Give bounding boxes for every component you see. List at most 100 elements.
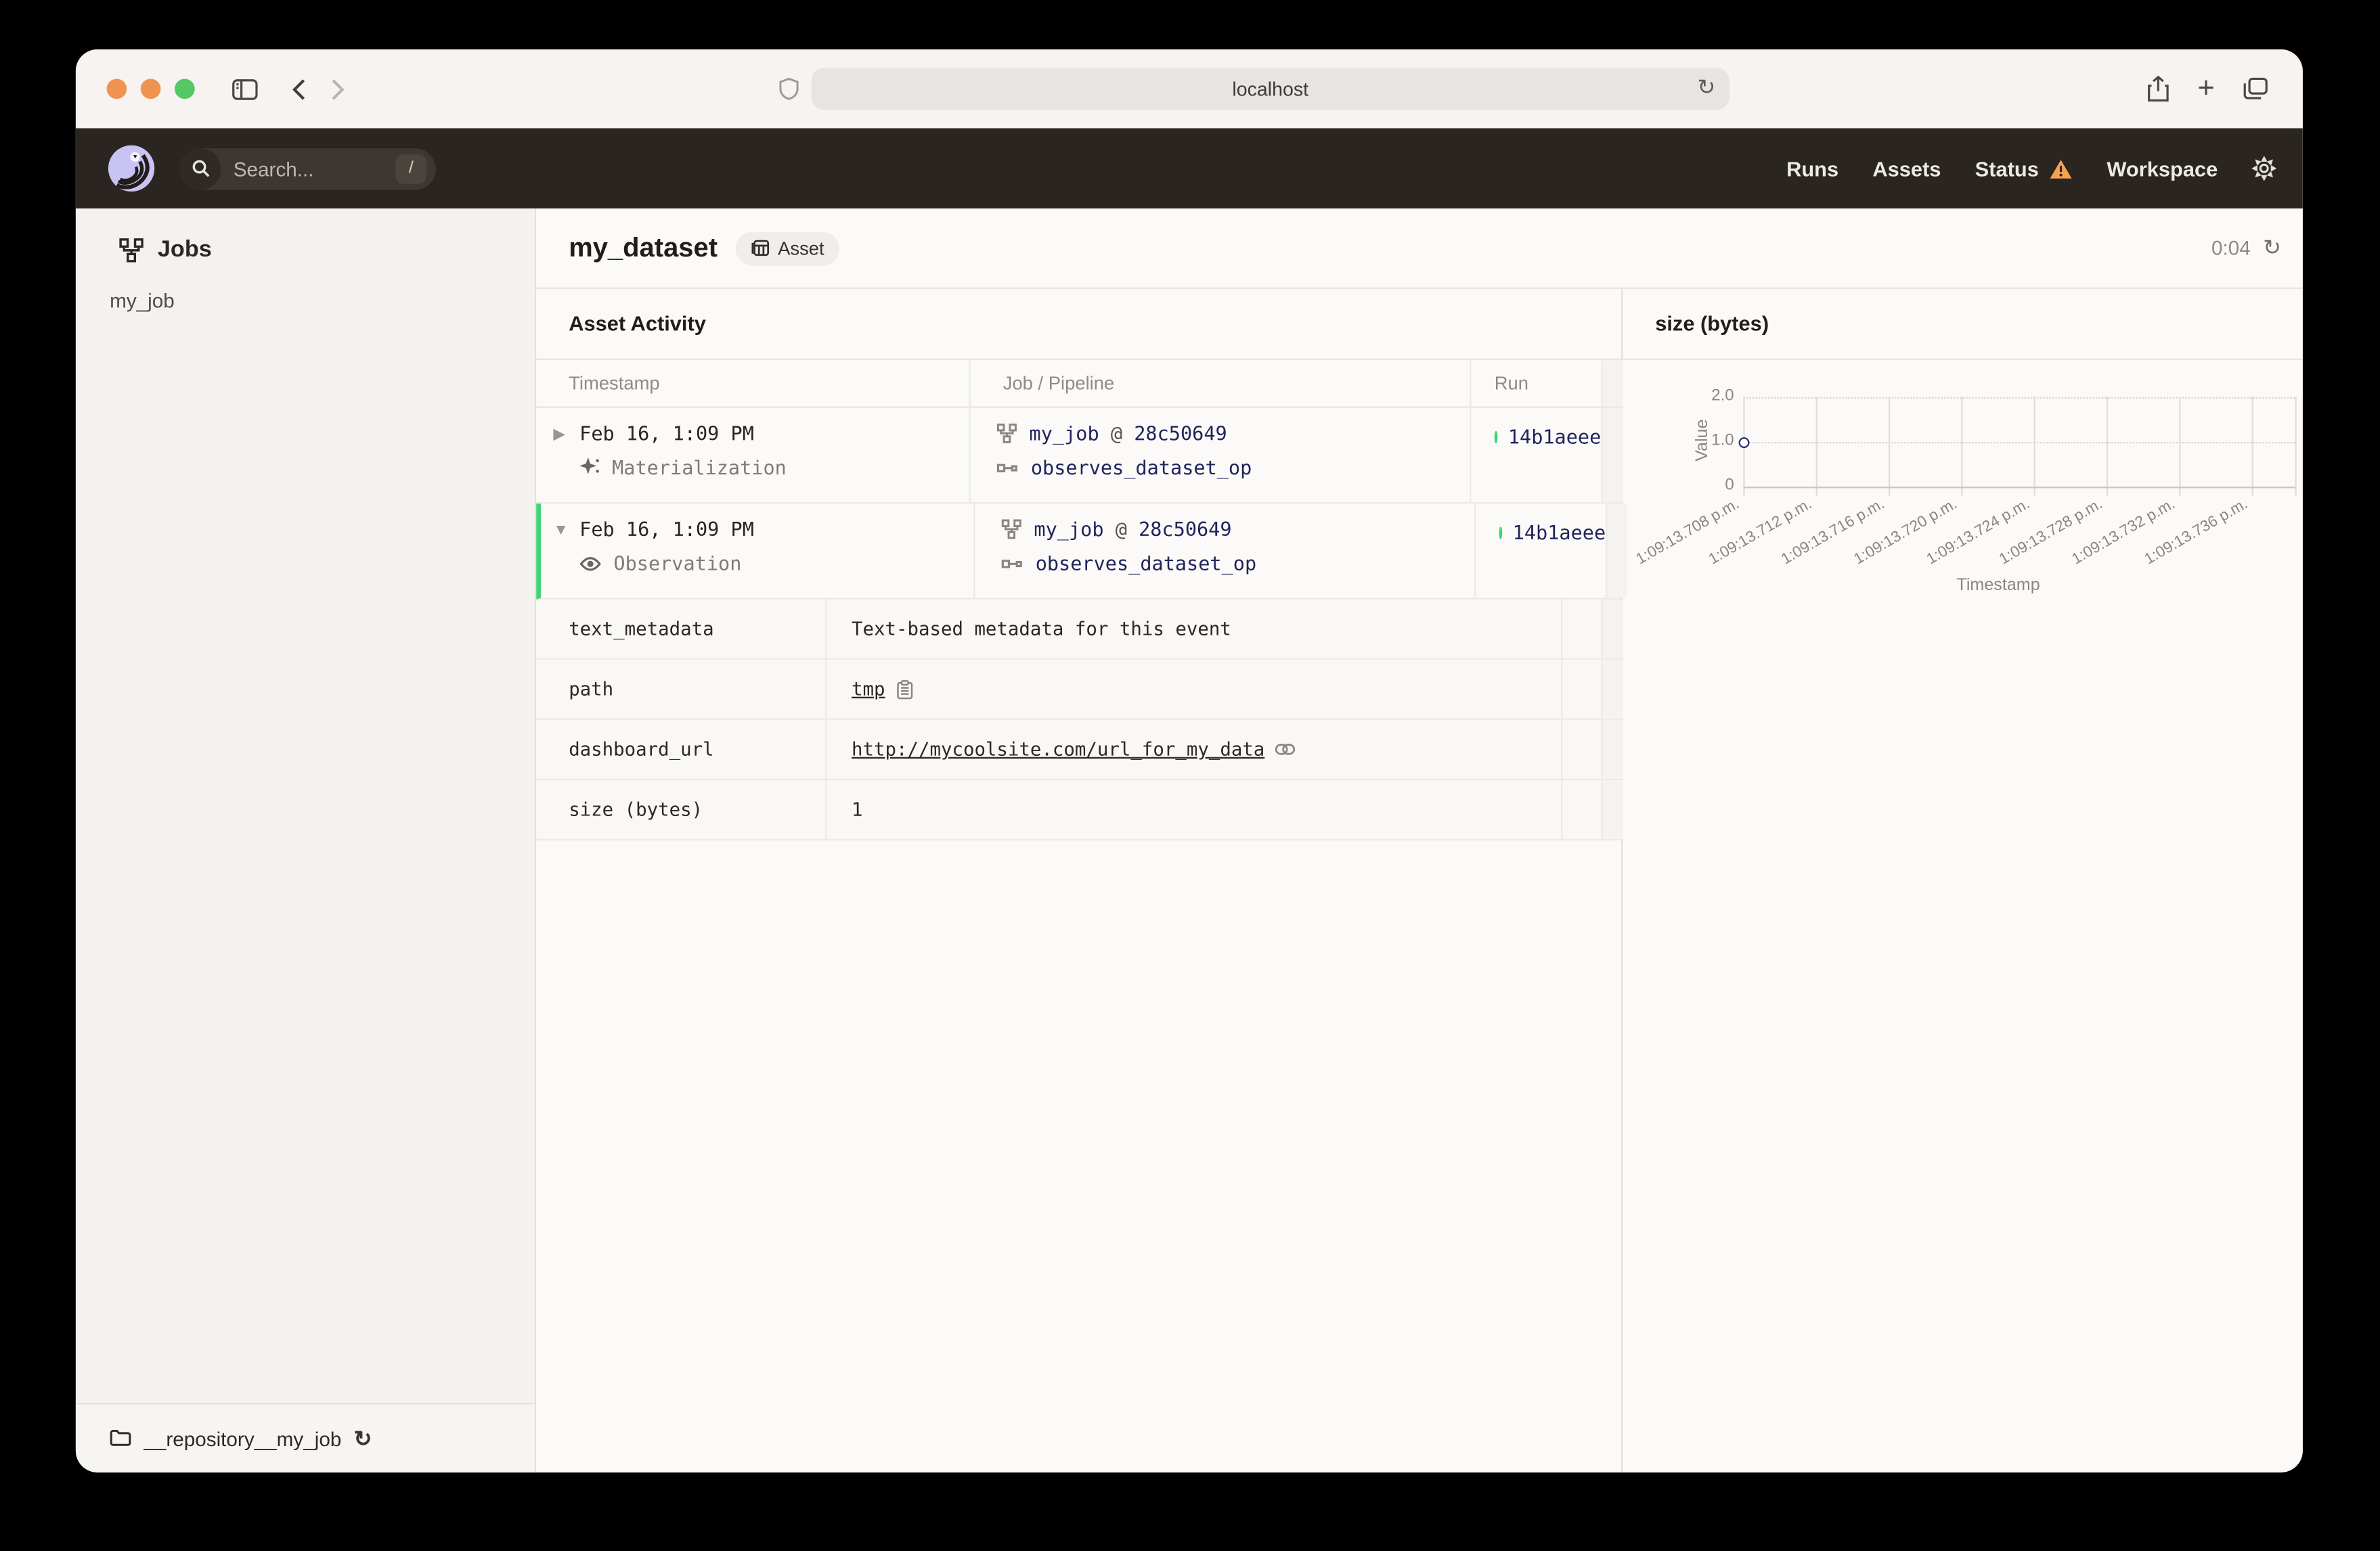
job-graph-icon	[1001, 519, 1021, 539]
activity-title: Asset Activity	[569, 312, 706, 336]
browser-nav-arrows	[292, 78, 345, 99]
jobs-graph-icon	[119, 238, 144, 262]
external-link-icon	[1275, 744, 1296, 755]
run-status-dot	[1499, 526, 1502, 539]
refresh-countdown: 0:04	[2211, 236, 2251, 260]
x-axis-label: Timestamp	[1956, 576, 2040, 595]
sidebar-item-my-job[interactable]: my_job	[110, 288, 175, 313]
metadata-row-size-bytes: size (bytes) 1	[536, 780, 1623, 841]
data-point[interactable]	[1738, 436, 1749, 447]
forward-button[interactable]	[331, 78, 345, 99]
event-row-materialization[interactable]: ▶ Feb 16, 1:09 PM Materialization	[536, 407, 1623, 504]
gridline	[2033, 397, 2035, 496]
url-text: localhost	[1232, 78, 1309, 100]
asset-activity-pane: Asset Activity Timestamp Job / Pipeline …	[536, 288, 1628, 1473]
folder-icon	[110, 1429, 131, 1446]
chart-title: size (bytes)	[1655, 312, 1769, 336]
metadata-value: 1	[851, 799, 863, 821]
app-content: Jobs my_job __repository__my_job ↻ my_da…	[75, 208, 2303, 1473]
search-shortcut-badge: /	[395, 154, 427, 183]
gridline	[2106, 397, 2109, 496]
event-timestamp: Feb 16, 1:09 PM	[579, 422, 754, 445]
activity-table-header: Timestamp Job / Pipeline Run	[536, 359, 1623, 408]
event-timestamp: Feb 16, 1:09 PM	[579, 517, 754, 541]
gridline	[1743, 441, 2295, 444]
minimize-window-button[interactable]	[140, 78, 161, 99]
expand-caret-icon[interactable]: ▶	[553, 426, 565, 444]
column-header-timestamp: Timestamp	[536, 359, 971, 407]
run-id-link[interactable]: 14b1aeee	[1507, 424, 1602, 449]
refresh-icon[interactable]: ↻	[2263, 235, 2281, 260]
nav-item-workspace[interactable]: Workspace	[2107, 156, 2218, 180]
job-link[interactable]: my_job @ 28c50649	[1029, 422, 1227, 445]
app-header: Search... / Runs Assets Status Workspace	[75, 128, 2303, 209]
browser-chrome: localhost ↻ +	[75, 49, 2303, 129]
metadata-key: path	[569, 678, 614, 700]
search-icon	[179, 148, 221, 189]
settings-gear-icon[interactable]	[2251, 156, 2277, 181]
gridline	[1743, 397, 2295, 399]
sidebar-section-header: Jobs	[76, 208, 535, 263]
observation-eye-icon	[579, 556, 601, 570]
window-controls	[106, 78, 195, 99]
close-window-button[interactable]	[106, 78, 127, 99]
x-tick: 1:09:13.736 p.m.	[2142, 495, 2251, 569]
run-id-link[interactable]: 14b1aeee	[1512, 520, 1606, 544]
job-graph-icon	[996, 423, 1017, 443]
gridline	[2179, 397, 2181, 496]
asset-table-icon	[752, 239, 770, 255]
dashboard-url-link[interactable]: http://mycoolsite.com/url_for_my_data	[851, 738, 1265, 761]
back-button[interactable]	[292, 78, 307, 99]
global-search-input[interactable]: Search... /	[179, 148, 436, 189]
copy-clipboard-icon[interactable]	[896, 679, 912, 699]
materialization-icon	[579, 457, 599, 474]
op-icon	[996, 463, 1017, 472]
asset-type-badge: Asset	[736, 231, 840, 265]
nav-item-runs[interactable]: Runs	[1786, 156, 1839, 180]
page-refresh-icon[interactable]: ↻	[1697, 74, 1716, 99]
path-value-link[interactable]: tmp	[851, 678, 885, 700]
asset-badge-label: Asset	[778, 237, 824, 259]
metadata-row-path: path tmp	[536, 659, 1623, 720]
new-tab-button[interactable]: +	[2197, 72, 2215, 106]
column-header-run: Run	[1472, 359, 1603, 407]
address-bar[interactable]: localhost ↻	[811, 68, 1729, 110]
x-tick: 1:09:13.716 p.m.	[1778, 495, 1888, 569]
nav-item-assets[interactable]: Assets	[1872, 156, 1941, 180]
y-tick: 2.0	[1711, 386, 1734, 405]
op-link[interactable]: observes_dataset_op	[1030, 455, 1252, 479]
tab-overview-icon[interactable]	[2243, 77, 2269, 100]
asset-header-row: my_dataset Asset 0:04 ↻	[536, 208, 2303, 289]
event-row-observation[interactable]: ▼ Feb 16, 1:09 PM Observation	[536, 503, 1628, 600]
metadata-key: text_metadata	[569, 618, 714, 640]
reload-repository-icon[interactable]: ↻	[353, 1425, 372, 1450]
x-tick: 1:09:13.720 p.m.	[1851, 495, 1961, 569]
x-tick: 1:09:13.728 p.m.	[1996, 495, 2106, 569]
gridline	[2251, 397, 2253, 496]
share-icon[interactable]	[2146, 75, 2169, 102]
metadata-key: dashboard_url	[569, 738, 714, 761]
sidebar-section-title: Jobs	[157, 236, 212, 263]
dagster-logo[interactable]	[108, 145, 155, 192]
size-chart-pane: size (bytes) Value 2.0 1.0 0	[1623, 289, 2303, 1473]
run-status-dot	[1494, 430, 1497, 443]
nav-item-status[interactable]: Status	[1975, 157, 2073, 180]
job-link[interactable]: my_job @ 28c50649	[1034, 517, 1232, 541]
zoom-window-button[interactable]	[174, 78, 195, 99]
collapse-caret-icon[interactable]: ▼	[553, 522, 569, 539]
event-type-label: Materialization	[612, 455, 787, 479]
metadata-row-text-metadata: text_metadata Text-based metadata for th…	[536, 599, 1623, 660]
op-link[interactable]: observes_dataset_op	[1035, 552, 1257, 575]
privacy-shield-icon[interactable]	[779, 77, 799, 100]
sidebar-toggle-icon[interactable]	[232, 78, 258, 99]
chart-titlebar: size (bytes)	[1623, 289, 2303, 360]
repository-label: __repository__my_job	[144, 1426, 342, 1450]
x-tick: 1:09:13.724 p.m.	[1924, 495, 2033, 569]
x-tick: 1:09:13.732 p.m.	[2069, 495, 2179, 569]
op-icon	[1001, 559, 1022, 568]
repository-footer: __repository__my_job ↻	[75, 1403, 535, 1473]
activity-titlebar: Asset Activity	[536, 289, 1621, 360]
y-tick: 1.0	[1711, 430, 1734, 450]
column-header-job: Job / Pipeline	[971, 359, 1472, 407]
jobs-sidebar: Jobs my_job __repository__my_job ↻	[75, 208, 537, 1473]
